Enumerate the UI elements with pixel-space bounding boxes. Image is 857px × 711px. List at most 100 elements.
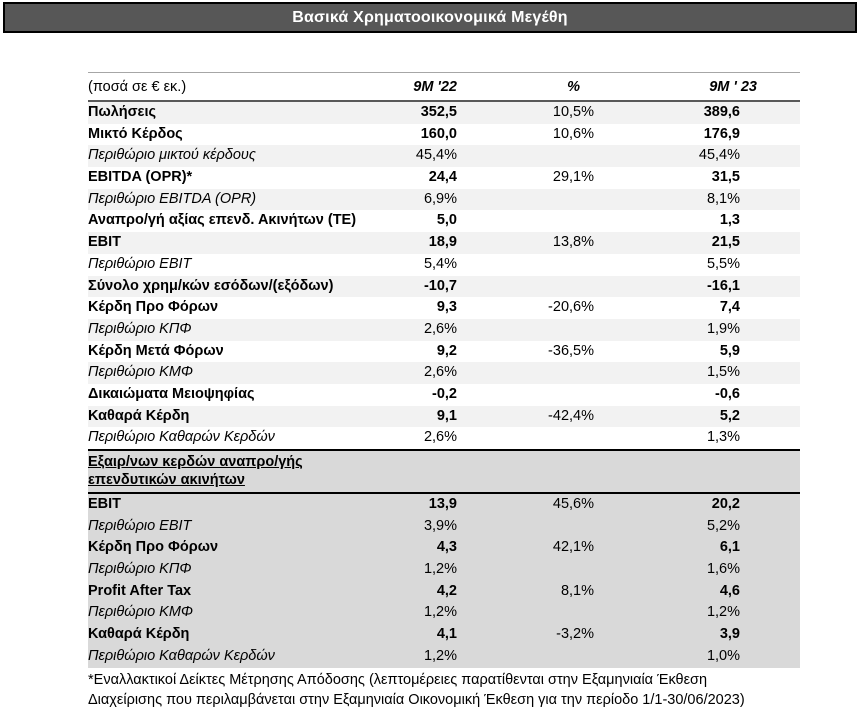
row-label: Περιθώριο ΚΜΦ [88,604,194,621]
value-9m22: 13,9 [428,496,457,512]
page-title: Βασικά Χρηματοοικονομικά Μεγέθη [292,8,568,26]
value-pct-change: 42,1% [552,539,594,556]
value-9m22: 4,1 [436,626,457,643]
value-9m22: -0,2 [432,385,457,402]
value-9m23: 20,2 [711,496,740,512]
value-9m22: 24,4 [428,169,457,186]
unit-label: (ποσά σε € εκ.) [88,78,187,95]
value-9m23: 7,4 [719,299,740,316]
row-label: Περιθώριο EBIT [88,517,192,534]
table-row: Περιθώριο EBIT 5,4% 5,5% [88,254,800,276]
table-row: Μικτό Κέρδος 160,0 10,6% 176,9 [88,124,800,146]
table-row: Καθαρά Κέρδη 9,1 -42,4% 5,2 [88,405,800,428]
value-9m22: -10,7 [423,277,457,294]
value-pct-change: 13,8% [552,234,594,251]
table-row: EBIT 13,9 45,6% 20,2 [88,494,800,516]
footnote-line1: *Εναλλακτικοί Δείκτες Μέτρησης Απόδοσης … [88,671,708,688]
row-label: EBITDA (OPR)* [88,169,193,186]
value-pct-change: -36,5% [548,342,594,359]
row-label: EBIT [88,234,122,251]
value-9m23: 1,3% [706,429,740,446]
value-9m22: 6,9% [423,190,457,207]
table-row: Περιθώριο ΚΜΦ 2,6% 1,5% [88,362,800,384]
value-pct-change [457,362,594,384]
value-pct-change [457,276,594,298]
value-9m23: 176,9 [703,125,740,142]
row-label: Περιθώριο EBIT [88,255,192,272]
table-row: Περιθώριο ΚΠΦ 2,6% 1,9% [88,318,800,341]
row-label: Profit After Tax [88,582,192,599]
value-9m23: 1,0% [706,647,740,664]
row-label: Περιθώριο Καθαρών Κερδών [88,647,275,664]
title-bar: Βασικά Χρηματοοικονομικά Μεγέθη [3,2,857,33]
table-row: EBITDA (OPR)* 24,4 29,1% 31,5 [88,167,800,189]
value-9m23: 1,2% [706,604,740,621]
row-label: Μικτό Κέρδος [88,125,183,142]
table-row: Περιθώριο Καθαρών Κερδών 1,2% 1,0% [88,646,800,668]
value-pct-change [457,427,594,449]
section-heading-row: Εξαιρ/νων κερδών αναπρο/γής [88,453,800,471]
value-9m22: 352,5 [420,104,457,120]
value-pct-change: 10,6% [552,125,594,142]
row-label: Κέρδη Προ Φόρων [88,299,219,316]
value-9m23: 5,9 [719,342,740,359]
value-pct-change: -3,2% [556,626,594,643]
table-row: Αναπρο/γή αξίας επενδ. Ακινήτων (ΤΕ) 5,0… [88,210,800,232]
value-pct-change: -42,4% [548,407,594,424]
value-pct-change [457,602,594,624]
value-9m23: 4,6 [719,582,740,599]
financial-table: (ποσά σε € εκ.) 9M '22 % 9M ' 23 Πωλήσει… [88,72,800,668]
value-9m22: 18,9 [428,234,457,251]
table-row: Profit After Tax 4,2 8,1% 4,6 [88,581,800,603]
table-row: Περιθώριο ΚΠΦ 1,2% 1,6% [88,559,800,581]
row-label: Κέρδη Μετά Φόρων [88,342,224,359]
row-label: Πωλήσεις [88,104,157,120]
value-pct-change [457,145,594,167]
value-pct-change [457,189,594,211]
row-label: Περιθώριο ΚΠΦ [88,561,192,578]
column-header-pct-change: % [567,78,580,95]
table-row: Περιθώριο ΚΜΦ 1,2% 1,2% [88,602,800,624]
table-row: Δικαιώματα Μειοψηφίας -0,2 -0,6 [88,384,800,406]
row-label: Περιθώριο EBITDA (OPR) [88,190,257,207]
value-9m23: 1,6% [706,561,740,578]
value-9m23: 5,5% [706,255,740,272]
value-pct-change [457,384,594,406]
table-row: Περιθώριο EBITDA (OPR) 6,9% 8,1% [88,188,800,211]
row-label: Καθαρά Κέρδη [88,626,190,643]
table-row: Πωλήσεις 352,5 10,5% 389,6 [88,102,800,124]
table-row: Περιθώριο μικτού κέρδους 45,4% 45,4% [88,145,800,168]
section-heading-line1: Εξαιρ/νων κερδών αναπρο/γής [88,454,303,470]
value-9m22: 2,6% [423,429,457,446]
value-9m22: 160,0 [420,125,457,142]
value-pct-change [457,319,594,341]
table-row: Σύνολο χρημ/κών εσόδων/(εξόδων) -10,7 -1… [88,275,800,298]
value-9m22: 4,3 [436,539,457,556]
table-row: Κέρδη Προ Φόρων 9,3 -20,6% 7,4 [88,297,800,319]
value-9m22: 5,0 [436,212,457,229]
table-header-row: (ποσά σε € εκ.) 9M '22 % 9M ' 23 [88,72,800,102]
value-9m23: 1,9% [706,320,740,337]
value-pct-change: 8,1% [560,582,594,599]
excluded-section-rows: EBIT 13,9 45,6% 20,2 Περιθώριο EBIT 3,9%… [88,494,800,668]
value-pct-change: 45,6% [552,496,594,512]
value-pct-change [457,646,594,668]
table-row: Καθαρά Κέρδη 4,1 -3,2% 3,9 [88,624,800,646]
value-9m23: -0,6 [715,385,740,402]
value-pct-change [457,254,594,276]
row-label: Αναπρο/γή αξίας επενδ. Ακινήτων (ΤΕ) [88,212,357,229]
value-9m23: 21,5 [711,234,740,251]
table-row: Κέρδη Μετά Φόρων 9,2 -36,5% 5,9 [88,341,800,363]
value-9m22: 2,6% [423,320,457,337]
value-9m22: 5,4% [423,255,457,272]
value-9m22: 1,2% [423,647,457,664]
row-label: Σύνολο χρημ/κών εσόδων/(εξόδων) [88,277,334,294]
value-9m23: 3,9 [719,626,740,643]
footnote: *Εναλλακτικοί Δείκτες Μέτρησης Απόδοσης … [88,670,857,711]
column-header-9m22: 9M '22 [413,78,457,95]
value-9m23: 5,2 [719,407,740,424]
section-heading-row: επενδυτικών ακινήτων [88,471,800,489]
row-label: Κέρδη Προ Φόρων [88,539,219,556]
value-9m22: 1,2% [423,604,457,621]
value-9m22: 2,6% [423,364,457,381]
